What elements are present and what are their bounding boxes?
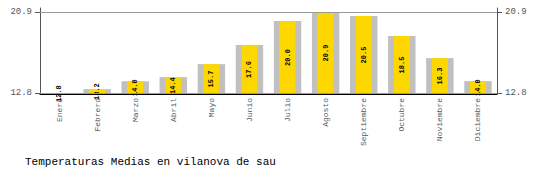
svg-text:17.6: 17.6 (245, 61, 253, 78)
svg-text:20.0: 20.0 (284, 49, 292, 66)
svg-text:14.0: 14.0 (474, 79, 482, 96)
svg-text:Febrero: Febrero (93, 98, 102, 132)
svg-text:12.8: 12.8 (55, 85, 63, 102)
svg-text:Temperaturas Medias en vilanov: Temperaturas Medias en vilanova de sau (25, 156, 276, 168)
svg-text:Octubre: Octubre (397, 98, 406, 132)
svg-text:Septiembre: Septiembre (359, 98, 368, 146)
svg-text:20.9: 20.9 (505, 7, 527, 17)
svg-text:Marzo: Marzo (131, 98, 140, 122)
svg-text:14.4: 14.4 (169, 77, 177, 94)
svg-text:20.9: 20.9 (322, 45, 330, 62)
svg-text:Junio: Junio (245, 98, 254, 122)
svg-text:Abril: Abril (169, 98, 178, 122)
svg-text:Mayo: Mayo (207, 98, 216, 117)
svg-text:Enero: Enero (54, 98, 64, 122)
svg-text:12.8: 12.8 (10, 88, 32, 98)
svg-text:15.7: 15.7 (207, 71, 215, 88)
svg-text:Diciembre: Diciembre (473, 98, 482, 141)
svg-text:12.8: 12.8 (505, 88, 527, 98)
svg-text:20.9: 20.9 (10, 7, 32, 17)
svg-text:13.2: 13.2 (93, 83, 101, 100)
svg-text:18.5: 18.5 (398, 57, 406, 74)
svg-text:Julio: Julio (283, 98, 292, 122)
svg-text:20.5: 20.5 (360, 47, 368, 64)
svg-text:16.3: 16.3 (436, 68, 444, 85)
svg-text:Agosto: Agosto (321, 98, 330, 127)
svg-text:Noviembre: Noviembre (435, 98, 444, 141)
svg-text:14.0: 14.0 (131, 79, 140, 96)
